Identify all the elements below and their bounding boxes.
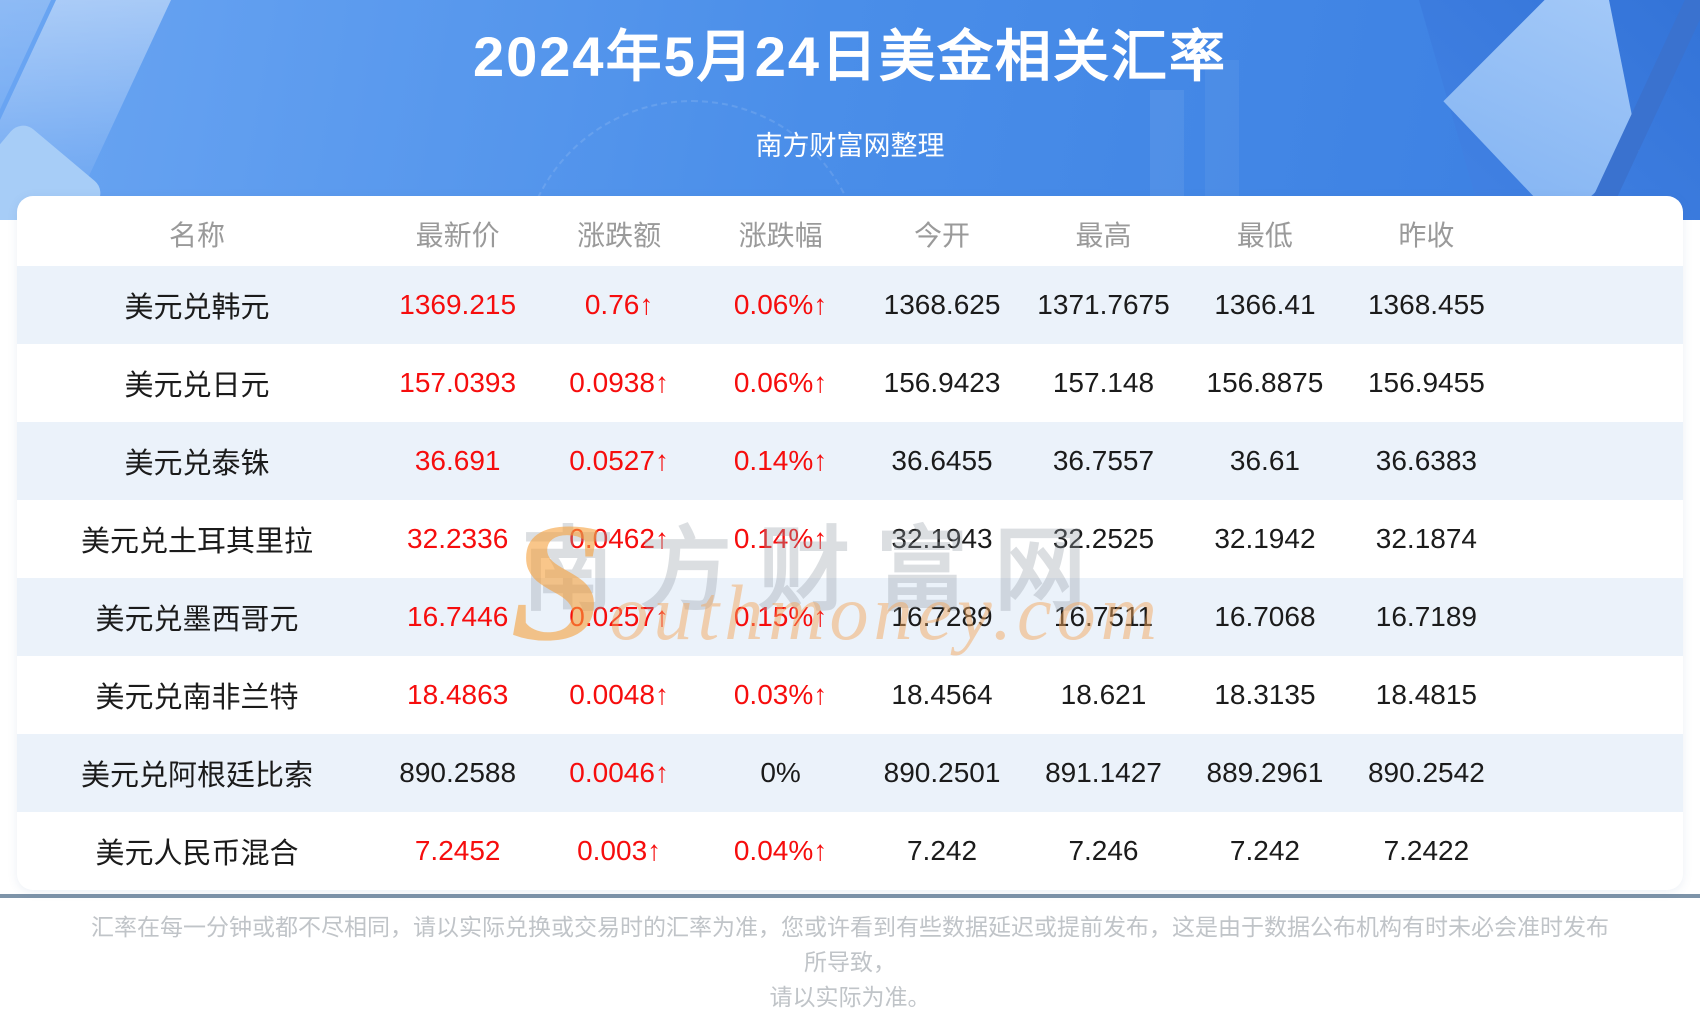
column-header: 最新价	[415, 220, 500, 251]
cell-change-pct: 0.14%↑	[733, 445, 828, 476]
cell-latest: 7.2452	[414, 835, 501, 866]
column-header: 最低	[1236, 220, 1293, 251]
cell-name: 美元兑南非兰特	[95, 682, 299, 714]
table-row: 美元兑阿根廷比索 890.2588 0.0046↑ 0% 890.2501 891.142…	[17, 734, 1683, 812]
cell-latest: 18.4863	[407, 679, 509, 710]
cell-change: 0.76↑	[584, 289, 654, 320]
cell-prev-close: 7.2422	[1383, 835, 1470, 866]
table-row: 美元兑韩元 1369.215 0.76↑ 0.06%↑ 1368.625 1371.767…	[17, 266, 1683, 344]
footer-divider	[0, 894, 1700, 898]
cell-high: 157.148	[1052, 367, 1155, 398]
cell-high: 7.246	[1068, 835, 1139, 866]
cell-change-pct: 0%	[760, 757, 801, 788]
cell-open: 16.7289	[891, 601, 993, 632]
cell-latest: 36.691	[414, 445, 501, 476]
column-header: 昨收	[1398, 220, 1455, 251]
disclaimer-line-1: 汇率在每一分钟或都不尽相同，请以实际兑换或交易时的汇率为准，您或许看到有些数据延…	[91, 914, 1609, 975]
cell-change: 0.0257↑	[569, 601, 669, 632]
cell-prev-close: 1368.455	[1367, 289, 1485, 320]
cell-low: 18.3135	[1214, 679, 1316, 710]
table-header-row: 名称 最新价 涨跌额 涨跌幅 今开 最高 最低 昨收	[17, 202, 1683, 266]
cell-padding	[1507, 266, 1683, 344]
column-header: 涨跌额	[577, 220, 662, 251]
cell-open: 1368.625	[883, 289, 1001, 320]
cell-high: 891.1427	[1045, 757, 1162, 788]
cell-high: 1371.7675	[1037, 289, 1170, 320]
cell-low: 1366.41	[1214, 289, 1316, 320]
disclaimer-text: 汇率在每一分钟或都不尽相同，请以实际兑换或交易时的汇率为准，您或许看到有些数据延…	[85, 898, 1615, 1015]
cell-padding	[1507, 734, 1683, 812]
cell-change: 0.0046↑	[569, 757, 669, 788]
cell-change: 0.0938↑	[569, 367, 669, 398]
cell-change: 0.0048↑	[569, 679, 669, 710]
rates-table: 名称 最新价 涨跌额 涨跌幅 今开 最高 最低 昨收 美元兑韩元 1369.215 0.76↑ 0.…	[17, 202, 1683, 890]
table-row: 美元兑日元 157.0393 0.0938↑ 0.06%↑ 156.9423 157.14…	[17, 344, 1683, 422]
cell-padding	[1507, 500, 1683, 578]
cell-high: 16.7511	[1053, 601, 1154, 632]
cell-prev-close: 156.9455	[1367, 367, 1485, 398]
cell-low: 889.2961	[1206, 757, 1324, 788]
table-row: 美元人民币混合 7.2452 0.003↑ 0.04%↑ 7.242 7.246 7.242…	[17, 812, 1683, 890]
cell-prev-close: 32.1874	[1375, 523, 1477, 554]
cell-change-pct: 0.14%↑	[733, 523, 828, 554]
cell-open: 156.9423	[883, 367, 1001, 398]
column-header: 名称	[168, 220, 225, 251]
cell-prev-close: 16.7189	[1375, 601, 1477, 632]
table-row: 美元兑泰铢 36.691 0.0527↑ 0.14%↑ 36.6455 36.7557 36…	[17, 422, 1683, 500]
cell-prev-close: 36.6383	[1375, 445, 1477, 476]
cell-name: 美元兑韩元	[124, 292, 270, 324]
cell-change: 0.0462↑	[569, 523, 669, 554]
cell-change-pct: 0.06%↑	[733, 289, 828, 320]
table-row: 美元兑土耳其里拉 32.2336 0.0462↑ 0.14%↑ 32.1943 32.25…	[17, 500, 1683, 578]
cell-high: 32.2525	[1052, 523, 1155, 554]
cell-padding	[1507, 812, 1683, 890]
disclaimer-line-2: 请以实际为准。	[769, 984, 931, 1010]
cell-change: 0.003↑	[577, 835, 662, 866]
cell-latest: 890.2588	[399, 757, 517, 788]
cell-prev-close: 18.4815	[1375, 679, 1477, 710]
cell-open: 36.6455	[891, 445, 993, 476]
cell-high: 18.621	[1060, 679, 1147, 710]
cell-padding	[1507, 578, 1683, 656]
cell-change-pct: 0.06%↑	[733, 367, 828, 398]
cell-low: 156.8875	[1206, 367, 1324, 398]
cell-latest: 32.2336	[407, 523, 509, 554]
cell-change-pct: 0.15%↑	[733, 601, 828, 632]
cell-change: 0.0527↑	[569, 445, 669, 476]
cell-change-pct: 0.03%↑	[733, 679, 828, 710]
page-subtitle: 南方财富网整理	[755, 131, 945, 161]
table-row: 美元兑墨西哥元 16.7446 0.0257↑ 0.15%↑ 16.7289 16.751…	[17, 578, 1683, 656]
cell-low: 16.7068	[1214, 601, 1316, 632]
cell-change-pct: 0.04%↑	[733, 835, 828, 866]
cell-latest: 1369.215	[399, 289, 517, 320]
cell-open: 18.4564	[891, 679, 993, 710]
table-row: 美元兑南非兰特 18.4863 0.0048↑ 0.03%↑ 18.4564 18.621…	[17, 656, 1683, 734]
banner-chart-bar	[1205, 60, 1239, 220]
cell-name: 美元兑墨西哥元	[95, 604, 299, 636]
cell-open: 32.1943	[891, 523, 993, 554]
cell-name: 美元兑阿根廷比索	[80, 760, 313, 792]
cell-low: 7.242	[1229, 835, 1300, 866]
cell-padding	[1507, 422, 1683, 500]
cell-open: 7.242	[906, 835, 978, 866]
cell-prev-close: 890.2542	[1367, 757, 1485, 788]
column-header: 今开	[914, 220, 971, 251]
column-header: 涨跌幅	[738, 220, 823, 251]
cell-open: 890.2501	[883, 757, 1001, 788]
cell-name: 美元兑土耳其里拉	[80, 526, 313, 558]
cell-high: 36.7557	[1052, 445, 1155, 476]
cell-latest: 16.7446	[407, 601, 509, 632]
cell-name: 美元兑日元	[124, 370, 270, 402]
banner: 2024年5月24日美金相关汇率 南方财富网整理	[0, 0, 1700, 220]
rates-table-card: 名称 最新价 涨跌额 涨跌幅 今开 最高 最低 昨收 美元兑韩元 1369.215 0.76↑ 0.…	[17, 196, 1683, 890]
cell-padding	[1507, 344, 1683, 422]
cell-name: 美元人民币混合	[95, 838, 299, 870]
cell-latest: 157.0393	[399, 367, 517, 398]
cell-low: 32.1942	[1214, 523, 1316, 554]
cell-padding	[1507, 656, 1683, 734]
cell-low: 36.61	[1229, 445, 1300, 476]
page-title: 2024年5月24日美金相关汇率	[472, 25, 1227, 88]
column-header: 最高	[1075, 220, 1132, 251]
cell-name: 美元兑泰铢	[124, 448, 270, 480]
